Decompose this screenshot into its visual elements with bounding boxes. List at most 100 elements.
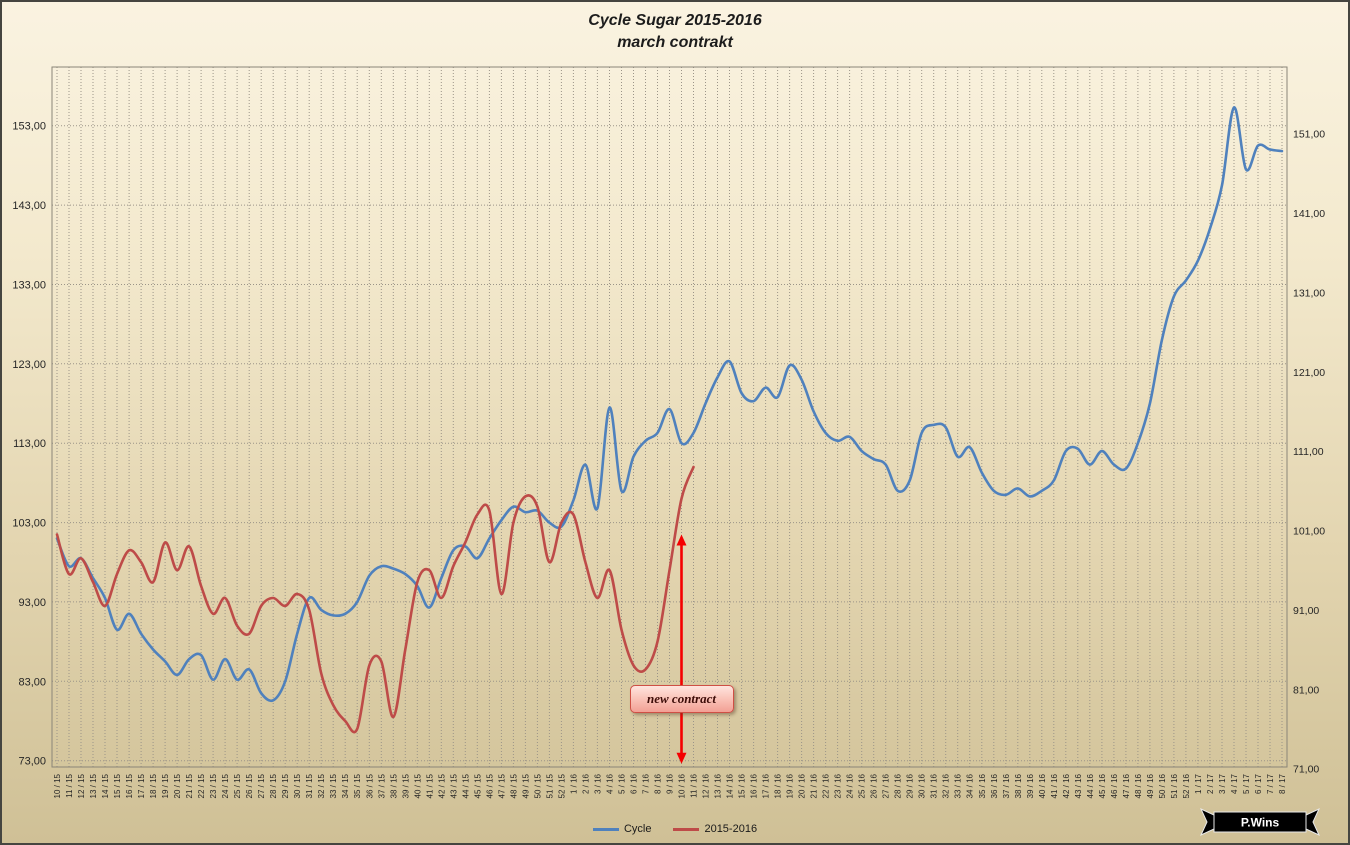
- x-tick-label: 28 / 15: [269, 773, 278, 798]
- y-tick-label-right: 131,00: [1293, 288, 1325, 300]
- x-tick-label: 50 / 15: [533, 773, 542, 798]
- x-tick-label: 41 / 16: [1050, 773, 1059, 798]
- x-tick-label: 36 / 15: [365, 773, 374, 798]
- y-tick-label-left: 93,00: [18, 597, 46, 609]
- annotation-new-contract: new contract: [629, 685, 734, 713]
- series-line-2015-2016: [55, 465, 695, 734]
- x-tick-label: 30 / 16: [918, 773, 927, 798]
- x-tick-label: 45 / 15: [473, 773, 482, 798]
- x-tick-label: 29 / 15: [281, 773, 290, 798]
- logo-ribbon-right-tail: [1305, 807, 1320, 837]
- x-tick-label: 2 / 17: [1206, 773, 1215, 794]
- x-tick-label: 43 / 15: [449, 773, 458, 798]
- arrow-head-down-icon: [676, 752, 687, 764]
- x-tick-label: 46 / 15: [485, 773, 494, 798]
- x-tick-label: 38 / 16: [1014, 773, 1023, 798]
- y-tick-label-left: 103,00: [12, 518, 46, 530]
- pwins-logo-text: P.Wins: [1241, 816, 1280, 830]
- x-tick-label: 39 / 16: [1026, 773, 1035, 798]
- x-tick-label: 16 / 16: [750, 773, 759, 798]
- x-tick-label: 13 / 15: [89, 773, 98, 798]
- x-tick-label: 26 / 16: [870, 773, 879, 798]
- y-tick-label-right: 121,00: [1293, 367, 1325, 379]
- x-tick-label: 49 / 15: [521, 773, 530, 798]
- x-tick-label: 14 / 15: [101, 773, 110, 798]
- x-tick-label: 33 / 15: [329, 773, 338, 798]
- x-tick-label: 11 / 15: [65, 773, 74, 797]
- x-tick-label: 39 / 15: [401, 773, 410, 798]
- logo-ribbon-band: [1213, 811, 1307, 833]
- x-tick-label: 21 / 15: [185, 773, 194, 798]
- x-tick-label: 37 / 16: [1002, 773, 1011, 798]
- x-tick-label: 21 / 16: [810, 773, 819, 798]
- x-tick-label: 52 / 15: [557, 773, 566, 798]
- y-tick-label-left: 113,00: [13, 438, 46, 450]
- x-tick-label: 10 / 16: [678, 773, 687, 798]
- x-tick-label: 4 / 17: [1230, 773, 1239, 794]
- x-tick-label: 1 / 16: [569, 773, 578, 794]
- x-tick-label: 3 / 16: [593, 773, 602, 794]
- series-2015-2016-line-swatch: [673, 827, 700, 831]
- x-tick-label: 7 / 16: [642, 773, 651, 794]
- x-tick-label: 27 / 15: [257, 773, 266, 798]
- x-tick-label: 52 / 16: [1182, 773, 1191, 798]
- y-tick-label-left: 133,00: [12, 280, 46, 292]
- x-tick-label: 15 / 15: [113, 773, 122, 798]
- x-tick-label: 47 / 16: [1122, 773, 1131, 798]
- x-tick-label: 5 / 16: [618, 773, 627, 794]
- y-tick-label-right: 71,00: [1293, 764, 1319, 776]
- x-tick-label: 45 / 16: [1098, 773, 1107, 798]
- x-tick-label: 33 / 16: [954, 773, 963, 798]
- x-tick-label: 25 / 15: [233, 773, 242, 798]
- x-tick-label: 30 / 15: [293, 773, 302, 798]
- x-tick-label: 43 / 16: [1074, 773, 1083, 798]
- x-tick-label: 6 / 16: [630, 773, 639, 794]
- x-tick-label: 18 / 16: [774, 773, 783, 798]
- y-tick-label-right: 151,00: [1293, 129, 1325, 141]
- x-tick-label: 44 / 15: [461, 773, 470, 798]
- x-tick-label: 44 / 16: [1086, 773, 1095, 798]
- x-tick-label: 20 / 16: [798, 773, 807, 798]
- y-tick-label-right: 81,00: [1293, 684, 1319, 696]
- x-tick-label: 40 / 15: [413, 773, 422, 798]
- x-tick-label: 32 / 15: [317, 773, 326, 798]
- x-tick-label: 42 / 16: [1062, 773, 1071, 798]
- x-tick-label: 16 / 15: [125, 773, 134, 798]
- x-tick-label: 15 / 16: [738, 773, 747, 798]
- x-tick-label: 41 / 15: [425, 773, 434, 798]
- x-tick-label: 31 / 16: [930, 773, 939, 798]
- y-tick-label-right: 141,00: [1293, 208, 1325, 220]
- x-tick-label: 17 / 16: [762, 773, 771, 798]
- x-tick-label: 31 / 15: [305, 773, 314, 798]
- x-tick-label: 23 / 16: [834, 773, 843, 798]
- x-tick-label: 12 / 15: [77, 773, 86, 798]
- x-tick-label: 12 / 16: [702, 773, 711, 798]
- x-tick-label: 32 / 16: [942, 773, 951, 798]
- x-tick-label: 2 / 16: [581, 773, 590, 794]
- x-tick-label: 5 / 17: [1242, 773, 1251, 794]
- x-tick-label: 25 / 16: [858, 773, 867, 798]
- series-line-cycle: [55, 106, 1284, 703]
- legend: Cycle 2015-2016: [2, 823, 1348, 835]
- y-tick-label-right: 101,00: [1293, 526, 1325, 538]
- x-tick-label: 7 / 17: [1266, 773, 1275, 794]
- x-tick-label: 51 / 16: [1170, 773, 1179, 798]
- y-tick-label-left: 83,00: [18, 676, 46, 688]
- x-tick-label: 28 / 16: [894, 773, 903, 798]
- x-tick-label: 48 / 16: [1134, 773, 1143, 798]
- x-tick-label: 4 / 16: [606, 773, 615, 794]
- x-tick-label: 27 / 16: [882, 773, 891, 798]
- x-tick-label: 26 / 15: [245, 773, 254, 798]
- chart-subtitle: march contrakt: [617, 33, 733, 51]
- x-tick-label: 34 / 15: [341, 773, 350, 798]
- y-tick-label-right: 111,00: [1293, 446, 1324, 458]
- x-tick-label: 24 / 15: [221, 773, 230, 798]
- y-tick-label-right: 91,00: [1293, 605, 1319, 617]
- x-tick-label: 47 / 15: [497, 773, 506, 798]
- x-tick-label: 35 / 16: [978, 773, 987, 798]
- x-tick-label: 37 / 15: [377, 773, 386, 798]
- legend-label-cycle: Cycle: [623, 823, 652, 835]
- x-tick-label: 11 / 16: [690, 773, 699, 797]
